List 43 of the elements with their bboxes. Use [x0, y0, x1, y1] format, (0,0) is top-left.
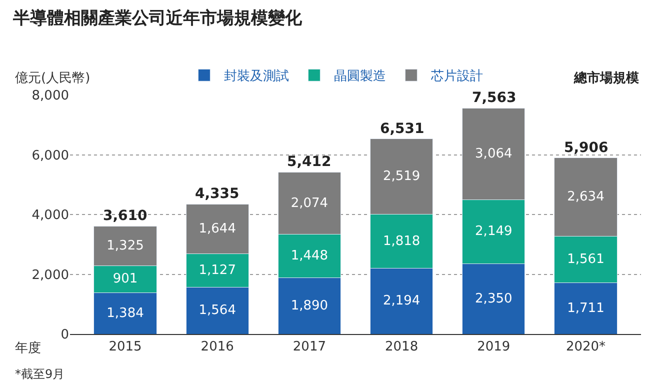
x-tick-label: 2018	[385, 340, 418, 355]
data-label: 3,064	[475, 146, 512, 162]
legend-label: 封裝及測試	[224, 69, 290, 84]
total-label: 4,335	[195, 186, 240, 202]
data-label: 1,564	[198, 303, 236, 318]
x-tick-label: 2016	[200, 340, 234, 355]
data-label: 2,149	[475, 224, 512, 240]
total-label: 3,610	[103, 208, 148, 224]
y-tick-label: 4,000	[32, 208, 69, 224]
x-tick-label: 2019	[477, 340, 510, 355]
total-label: 6,531	[380, 121, 424, 137]
data-label: 1,890	[290, 298, 328, 314]
data-label: 2,194	[382, 294, 420, 309]
text: *截至9月	[15, 367, 65, 381]
data-label: 1,448	[290, 248, 328, 264]
y-tick-label: 8,000	[32, 88, 69, 104]
y-tick-label: 0	[60, 328, 69, 343]
legend-label: 芯片設計	[430, 69, 484, 84]
data-label: 2,074	[290, 196, 328, 211]
data-label: 1,325	[106, 238, 144, 254]
text: 總市場規模	[573, 70, 639, 86]
data-label: 901	[112, 272, 138, 287]
data-label: 2,350	[475, 291, 512, 306]
data-label: 1,561	[567, 252, 604, 268]
y-tick-label: 6,000	[32, 148, 69, 164]
y-axis-title: 億元(人民幣)	[15, 71, 90, 86]
data-label: 1,711	[567, 300, 604, 316]
chart-title: 半導體相關產業公司近年市場規模變化	[12, 8, 304, 29]
data-label: 1,644	[198, 222, 236, 237]
x-tick-label: 2015	[108, 340, 142, 355]
data-label: 1,818	[382, 234, 420, 249]
total-label: 5,412	[287, 154, 332, 170]
legend-label: 晶圓製造	[334, 69, 386, 84]
data-label: 1,127	[198, 262, 236, 278]
data-label: 1,384	[106, 306, 144, 321]
total-label: 7,563	[472, 90, 516, 106]
total-label: 5,906	[564, 140, 608, 156]
data-label: 2,634	[567, 189, 604, 204]
data-label: 2,519	[382, 169, 420, 184]
x-tick-label: 2020*	[566, 340, 606, 355]
y-tick-label: 2,000	[32, 268, 69, 283]
x-axis-title: 年度	[15, 340, 41, 356]
x-tick-label: 2017	[292, 340, 326, 355]
